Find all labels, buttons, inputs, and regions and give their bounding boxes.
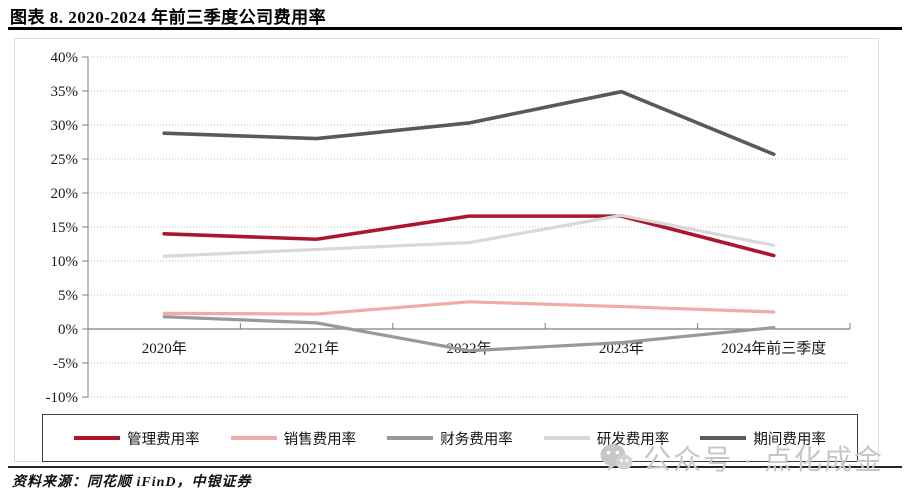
y-axis-label: 25% [51, 152, 79, 168]
legend-item-4: 期间费用率 [700, 428, 826, 449]
chart-legend: 管理费用率 销售费用率 财务费用率 研发费用率 期间费用率 [42, 414, 858, 462]
y-axis-label: 15% [51, 220, 79, 236]
bottom-divider [8, 466, 902, 468]
legend-swatch [387, 436, 434, 440]
legend-item-0: 管理费用率 [74, 428, 200, 449]
source-note: 资料来源：同花顺 iFinD，中银证券 [12, 475, 252, 490]
legend-swatch [74, 436, 121, 440]
y-axis-label: 5% [58, 288, 78, 304]
legend-item-1: 销售费用率 [230, 428, 357, 449]
title-divider [8, 27, 902, 30]
legend-label: 财务费用率 [440, 431, 513, 448]
legend-item-3: 研发费用率 [543, 428, 670, 449]
legend-label: 管理费用率 [127, 431, 200, 448]
watermark-label: 公众号 · 点化成金 [643, 444, 884, 475]
x-axis-label: 2021年 [294, 340, 339, 357]
y-axis-label: 20% [51, 186, 79, 202]
legend-swatch [700, 436, 747, 440]
series-line-0 [162, 214, 776, 258]
x-axis-label: 2020年 [142, 340, 187, 357]
series-line-3 [162, 213, 776, 258]
legend-item-2: 财务费用率 [387, 428, 513, 449]
legend-swatch [543, 436, 590, 440]
page-title: 图表 8. 2020-2024 年前三季度公司费用率 [10, 8, 327, 27]
y-axis-label: 30% [51, 118, 79, 134]
legend-label: 研发费用率 [596, 431, 670, 448]
series-line-4 [162, 89, 776, 157]
watermark: 公众号 · 点化成金 [599, 438, 884, 478]
legend-label: 期间费用率 [753, 431, 826, 448]
y-axis-label: 0% [58, 322, 78, 338]
expense-ratio-line-chart: 40% 35% 30% 25% 20% 15% 10% 5% 0% -5% -10% 2020年 202… [46, 50, 851, 406]
legend-swatch [230, 436, 277, 440]
y-axis-label: -5% [53, 356, 78, 372]
y-axis-label: 40% [51, 50, 79, 66]
legend-label: 销售费用率 [283, 431, 357, 448]
x-axis-label: 2022年 [446, 340, 491, 357]
y-axis-label: 10% [51, 254, 79, 270]
series-line-1 [162, 300, 776, 316]
y-axis-label: -10% [46, 390, 79, 406]
y-axis-label: 35% [51, 84, 79, 100]
series-line-2 [162, 315, 776, 353]
x-axis-label: 2024年前三季度 [721, 340, 826, 357]
wechat-icon [600, 444, 633, 471]
